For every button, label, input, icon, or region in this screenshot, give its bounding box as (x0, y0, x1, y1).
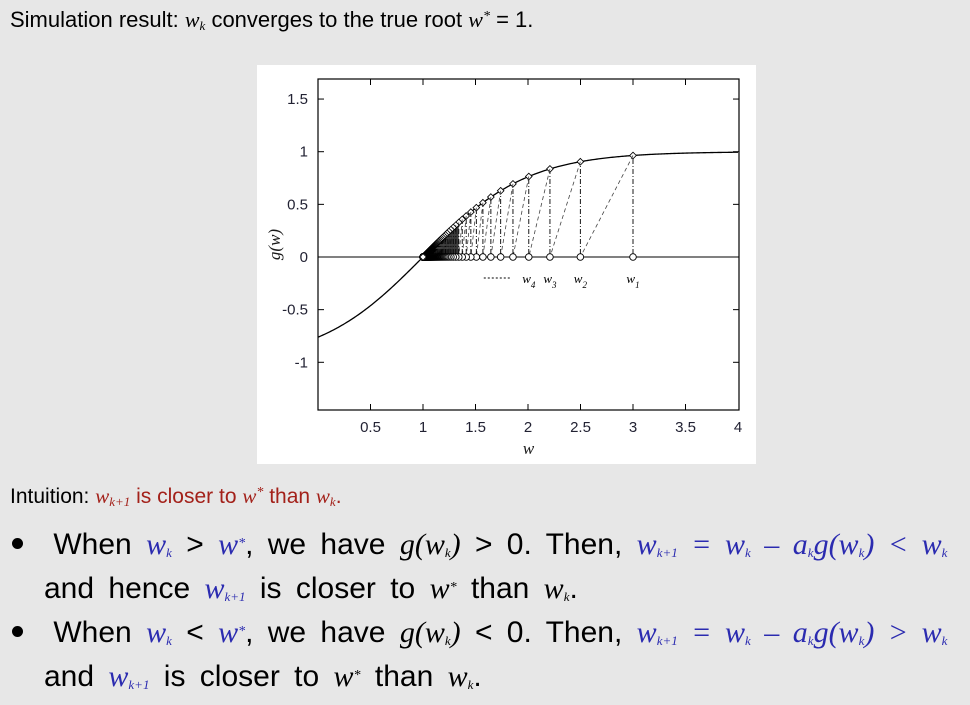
svg-text:w: w (523, 439, 535, 458)
svg-text:0.5: 0.5 (360, 419, 381, 436)
svg-text:1.5: 1.5 (465, 419, 486, 436)
svg-text:g(w): g(w) (265, 229, 284, 261)
svg-text:3.5: 3.5 (675, 419, 696, 436)
svg-text:3: 3 (629, 419, 637, 436)
svg-text:1: 1 (419, 419, 427, 436)
svg-text:2.5: 2.5 (570, 419, 591, 436)
svg-text:1.5: 1.5 (287, 91, 308, 108)
svg-text:4: 4 (734, 419, 742, 436)
svg-text:0: 0 (300, 249, 308, 266)
svg-text:0.5: 0.5 (287, 196, 308, 213)
svg-text:2: 2 (524, 419, 532, 436)
svg-text:-0.5: -0.5 (282, 302, 308, 319)
svg-text:-1: -1 (295, 354, 308, 371)
svg-text:1: 1 (300, 144, 308, 161)
